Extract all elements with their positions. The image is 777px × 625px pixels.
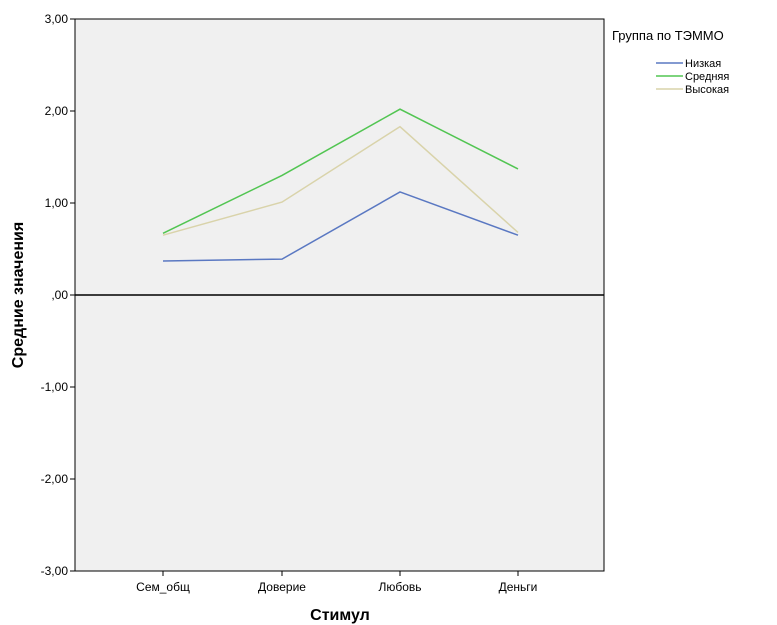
legend-title: Группа по ТЭММО [612,28,724,43]
x-axis: Сем_общ Доверие Любовь Деньги [136,571,537,594]
x-tick-label: Сем_общ [136,580,190,594]
y-tick-label: -3,00 [41,564,69,578]
series-layer [162,108,519,262]
x-axis-title: Стимул [310,607,370,624]
legend-label: Низкая [685,58,721,70]
y-tick-label: ,00 [51,288,68,302]
series-line-3 [162,125,519,236]
y-tick-label: 2,00 [45,104,69,118]
series-line-1 [162,191,519,262]
series-line-2 [162,108,519,235]
y-tick-label: -1,00 [41,380,69,394]
y-axis-title: Средние значения [10,222,27,368]
x-tick-label: Деньги [499,580,538,594]
legend-label: Средняя [685,71,729,83]
legend-label: Высокая [685,84,729,96]
y-axis: 3,00 2,00 1,00 ,00 -1,00 -2,00 -3,00 [41,12,75,578]
y-tick-label: 1,00 [45,196,69,210]
y-tick-label: 3,00 [45,12,69,26]
y-tick-label: -2,00 [41,472,69,486]
x-tick-label: Доверие [258,580,306,594]
x-tick-label: Любовь [378,580,421,594]
